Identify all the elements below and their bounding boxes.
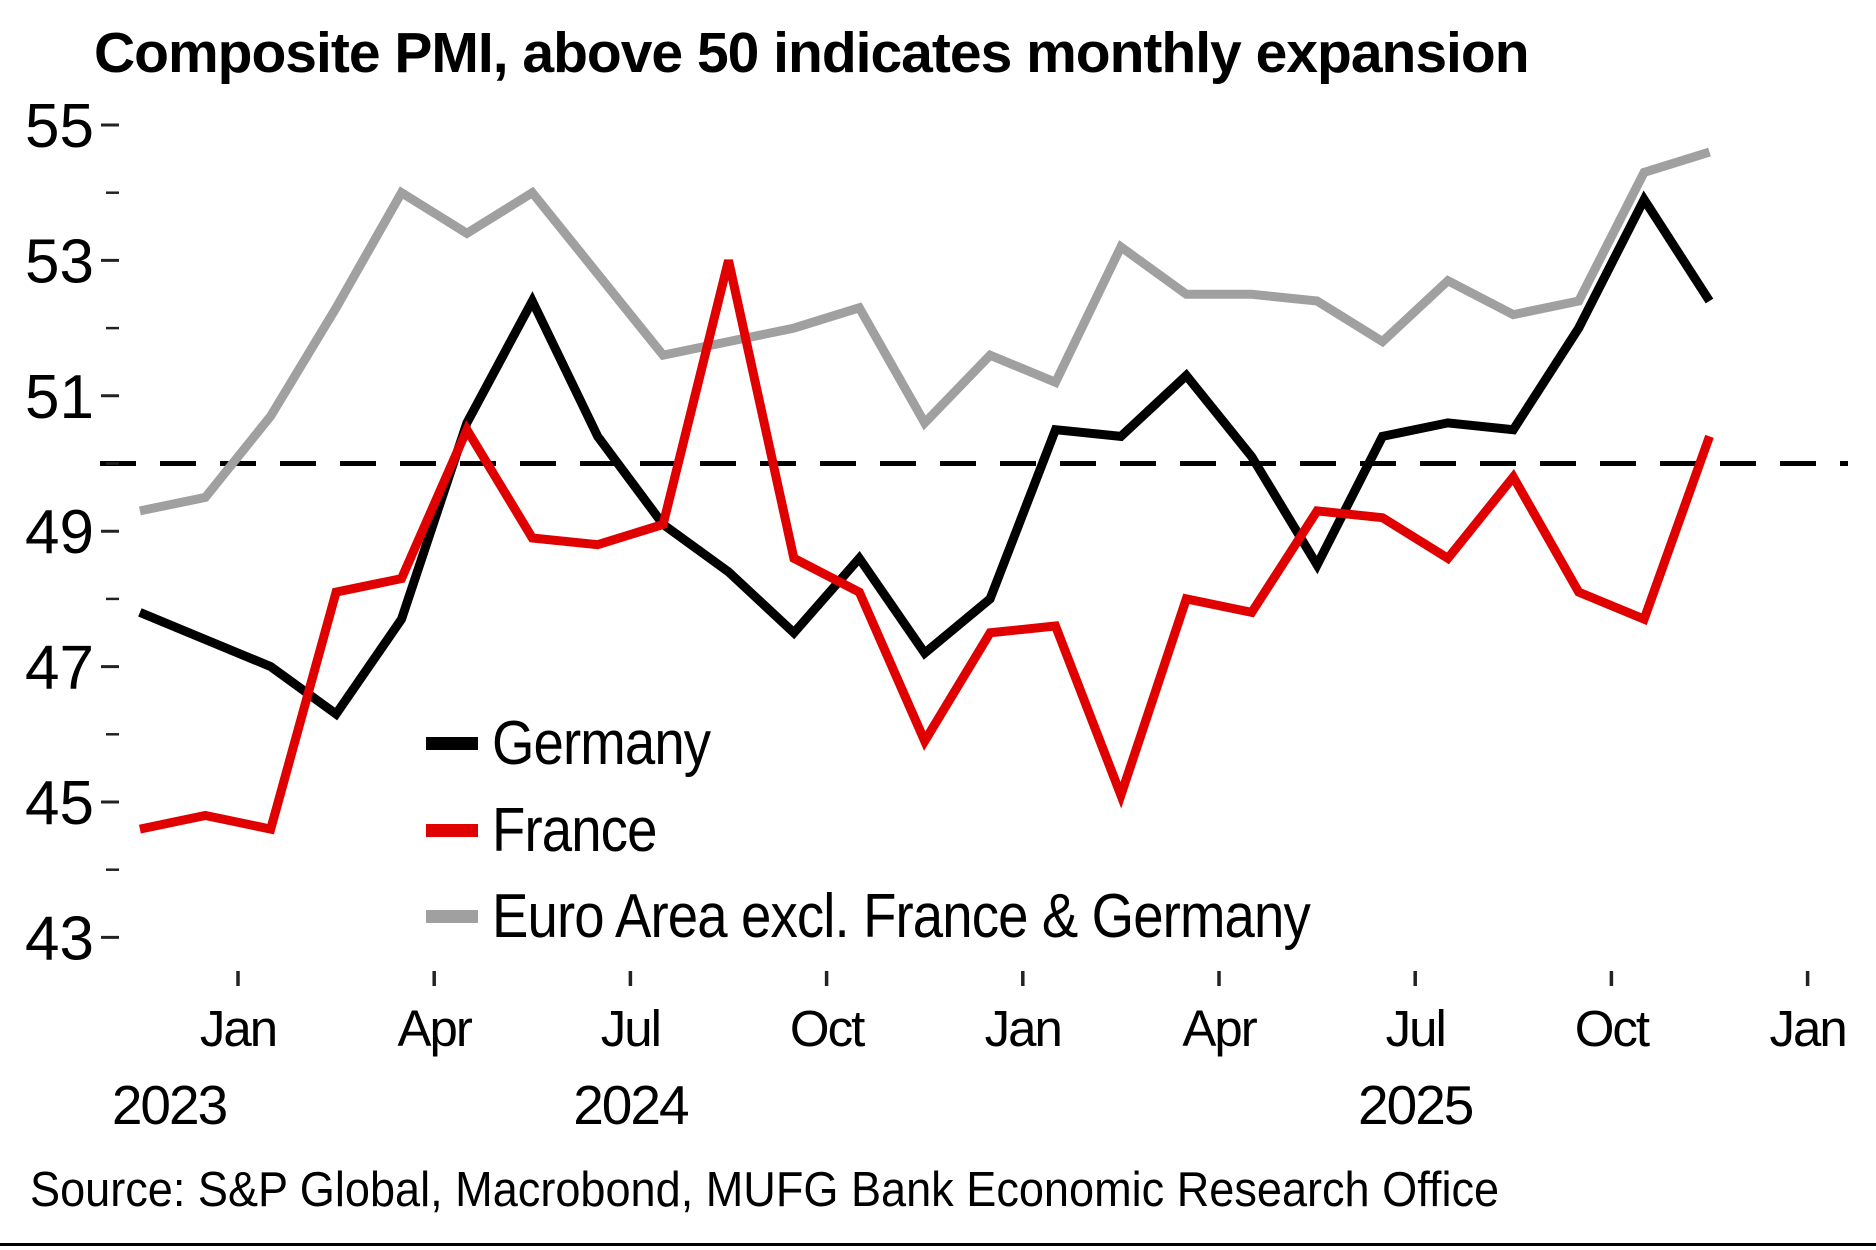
euro-area-excl-france-germany-line: [138, 147, 1711, 516]
euro-area-line-swatch: [426, 909, 478, 923]
legend-label-euro-area-excl: Euro Area excl. France & Germany: [492, 881, 1311, 951]
legend-label-france: France: [492, 795, 657, 865]
germany-line-swatch: [426, 736, 478, 750]
x-axis-month-label: Oct: [1575, 1000, 1650, 1057]
y-axis-label: 55: [25, 92, 94, 161]
x-axis-month-label: Jul: [1386, 1000, 1445, 1057]
x-axis-month-label: Jan: [1769, 1000, 1845, 1057]
x-axis-month-label: Apr: [1182, 1000, 1257, 1057]
legend-label-germany: Germany: [492, 708, 711, 778]
x-axis-month-label: Jan: [985, 1000, 1061, 1057]
x-axis-month-label: Apr: [398, 1000, 473, 1057]
y-axis-label: 51: [25, 363, 94, 432]
france-line: [138, 259, 1714, 835]
legend-item-euro-area-excl: Euro Area excl. France & Germany: [426, 881, 1421, 951]
x-axis-year-label: 2025: [1358, 1074, 1473, 1136]
y-axis-label: 45: [25, 769, 94, 838]
chart-title: Composite PMI, above 50 indicates monthl…: [94, 21, 1530, 85]
x-axis-month-label: Jan: [200, 1000, 276, 1057]
y-axis-label: 49: [25, 498, 94, 567]
x-axis-month-label: Jul: [601, 1000, 660, 1057]
y-axis-label: 43: [25, 904, 94, 973]
legend-item-germany: Germany: [426, 708, 740, 778]
y-axis-label: 53: [25, 227, 94, 296]
source-attribution: Source: S&P Global, Macrobond, MUFG Bank…: [30, 1163, 1500, 1217]
x-axis-month-label: Oct: [790, 1000, 865, 1057]
germany-line: [138, 190, 1714, 721]
x-axis-year-label: 2023: [112, 1074, 227, 1136]
y-axis-label: 47: [25, 634, 94, 703]
france-line-swatch: [426, 823, 478, 837]
x-axis-year-label: 2024: [573, 1074, 688, 1136]
figure-bottom-rule: [0, 1243, 1876, 1246]
legend-item-france: France: [426, 795, 679, 865]
